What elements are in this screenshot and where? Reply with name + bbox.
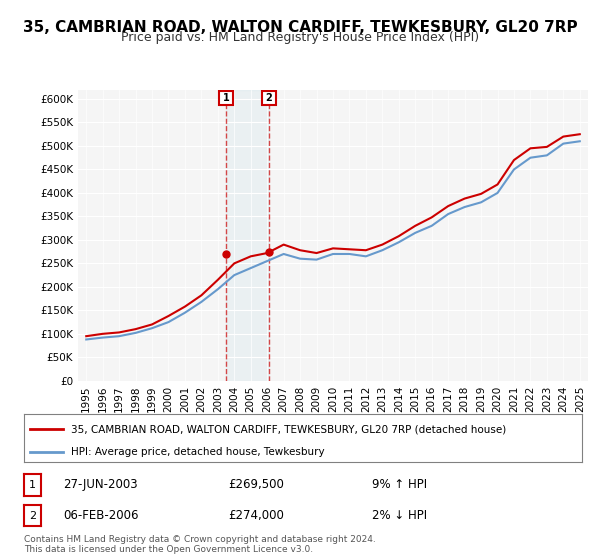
Text: 27-JUN-2003: 27-JUN-2003 bbox=[63, 478, 137, 492]
Text: 2% ↓ HPI: 2% ↓ HPI bbox=[372, 509, 427, 522]
Text: HPI: Average price, detached house, Tewkesbury: HPI: Average price, detached house, Tewk… bbox=[71, 447, 325, 458]
Text: 1: 1 bbox=[223, 94, 229, 104]
Text: Contains HM Land Registry data © Crown copyright and database right 2024.
This d: Contains HM Land Registry data © Crown c… bbox=[24, 535, 376, 554]
Text: 35, CAMBRIAN ROAD, WALTON CARDIFF, TEWKESBURY, GL20 7RP (detached house): 35, CAMBRIAN ROAD, WALTON CARDIFF, TEWKE… bbox=[71, 424, 506, 435]
Text: 2: 2 bbox=[265, 94, 272, 104]
Text: 2: 2 bbox=[29, 511, 36, 521]
Text: 9% ↑ HPI: 9% ↑ HPI bbox=[372, 478, 427, 492]
Text: Price paid vs. HM Land Registry's House Price Index (HPI): Price paid vs. HM Land Registry's House … bbox=[121, 31, 479, 44]
Text: 35, CAMBRIAN ROAD, WALTON CARDIFF, TEWKESBURY, GL20 7RP: 35, CAMBRIAN ROAD, WALTON CARDIFF, TEWKE… bbox=[23, 20, 577, 35]
Text: £274,000: £274,000 bbox=[228, 509, 284, 522]
Text: 06-FEB-2006: 06-FEB-2006 bbox=[63, 509, 139, 522]
Text: 1: 1 bbox=[29, 480, 36, 490]
Text: £269,500: £269,500 bbox=[228, 478, 284, 492]
Bar bbox=[226, 90, 269, 381]
